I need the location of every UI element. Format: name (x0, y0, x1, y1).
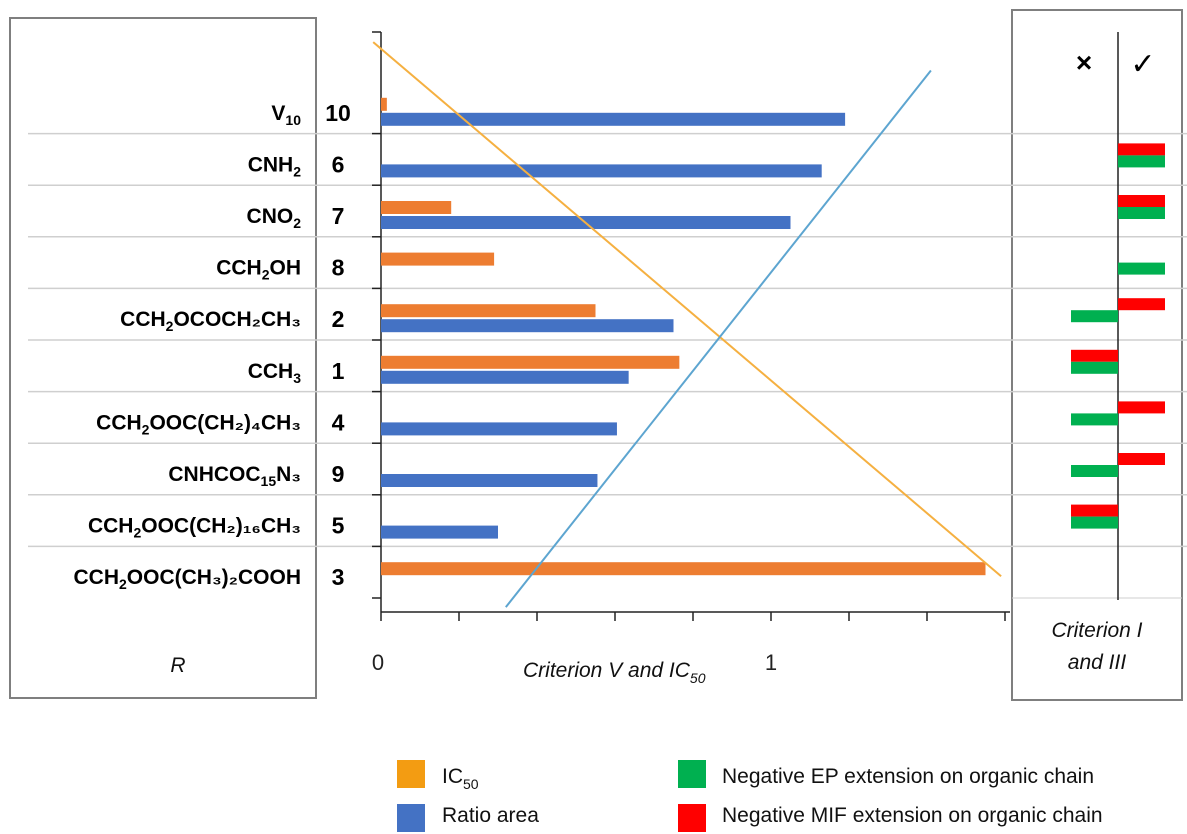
substituent-label: CCH2OCOCH₂CH₃ (120, 308, 301, 334)
ep-criterion-bar (1071, 361, 1118, 374)
compound-number: 7 (332, 203, 345, 229)
compound-number: 3 (332, 564, 345, 590)
mif-criterion-bar (1118, 195, 1165, 207)
ratio-area-bar (381, 474, 598, 487)
ic50-bar (381, 562, 986, 576)
ratio-area-trend-line (505, 69, 932, 608)
legend-label-ratio-area: Ratio area (442, 804, 539, 827)
ep-criterion-bar (1071, 465, 1118, 477)
fail-mark-header: × (1076, 47, 1092, 78)
ratio-area-bar (381, 525, 498, 539)
substituent-header: R (170, 654, 185, 677)
substituent-labels: V10 CNH2 CNO2 CCH2OH CCH2OCOCH₂CH₃ CCH3 CCH2OO… (74, 102, 302, 592)
compound-number: 2 (332, 306, 345, 332)
x-axis-label: Criterion V and IC50 (523, 659, 706, 686)
substituent-label: CCH3 (248, 360, 302, 386)
ratio-area-bar (381, 370, 629, 384)
criterion-label-line1: Criterion I (1051, 619, 1142, 642)
ep-criterion-bar (1118, 262, 1165, 275)
substituent-label: CCH2OOC(CH₃)₂COOH (74, 566, 302, 592)
compound-number: 1 (332, 358, 345, 384)
x-tick-label: 1 (765, 650, 777, 675)
mif-criterion-bar (1071, 349, 1118, 362)
ep-criterion-bar (1071, 516, 1118, 529)
mif-criterion-bar (1118, 298, 1165, 311)
bar-series (381, 97, 986, 576)
row-gridlines (28, 132, 1187, 599)
legend-label-ic50: IC50 (442, 765, 479, 792)
criterion-label-line2: and III (1068, 651, 1127, 674)
legend-swatch-ic50 (397, 760, 425, 788)
substituent-panel-frame (9, 17, 317, 699)
ic50-bar (381, 252, 495, 266)
ep-criterion-bar (1071, 310, 1118, 323)
substituent-label: CCH2OH (216, 257, 301, 283)
compound-number: 10 (325, 100, 351, 126)
ic50-trend-line (372, 41, 1002, 577)
trend-lines (372, 41, 1002, 608)
mif-criterion-bar (1071, 504, 1118, 517)
ic50-bar (381, 304, 596, 318)
ratio-area-bar (381, 164, 822, 178)
compound-number: 6 (332, 151, 345, 177)
ic50-bar (381, 355, 680, 369)
legend-label-ep: Negative EP extension on organic chain (722, 765, 1094, 788)
ratio-area-bar (381, 319, 674, 333)
compound-number: 5 (332, 513, 345, 539)
substituent-label: V10 (271, 102, 301, 128)
substituent-label: CCH2OOC(CH₂)₁₆CH₃ (88, 515, 301, 541)
x-tick-label: 0 (372, 650, 384, 675)
mif-criterion-bar (1118, 453, 1165, 465)
legend-swatch-mif (678, 804, 706, 832)
legend-swatch-ratio-area (397, 804, 425, 832)
legend-label-mif: Negative MIF extension on organic chain (722, 804, 1103, 827)
compound-number: 8 (332, 255, 345, 281)
legend-swatch-ep (678, 760, 706, 788)
criterion-bars (1071, 143, 1165, 529)
substituent-label: CCH2OOC(CH₂)₄CH₃ (96, 411, 301, 437)
ratio-area-bar (381, 112, 846, 126)
substituent-label: CNH2 (248, 153, 302, 179)
pass-mark-header: ✓ (1130, 48, 1155, 81)
mif-criterion-bar (1118, 401, 1165, 414)
compound-number: 9 (332, 461, 345, 487)
ep-criterion-bar (1118, 155, 1165, 168)
substituent-label: CNHCOC15N₃ (168, 463, 301, 489)
ratio-area-bar (381, 422, 617, 436)
ic50-bar (381, 97, 387, 111)
compound-number: 4 (332, 409, 345, 435)
criterion-panel-frame (1011, 9, 1183, 701)
legend: IC50 Ratio area Negative EP extension on… (397, 760, 1103, 832)
ep-criterion-bar (1071, 413, 1118, 426)
substituent-label: CNO2 (247, 205, 302, 231)
mif-criterion-bar (1118, 143, 1165, 156)
ep-criterion-bar (1118, 207, 1165, 219)
compound-labels: 10 6 7 8 2 1 4 9 5 3 (325, 100, 351, 590)
ic50-bar (381, 201, 452, 214)
